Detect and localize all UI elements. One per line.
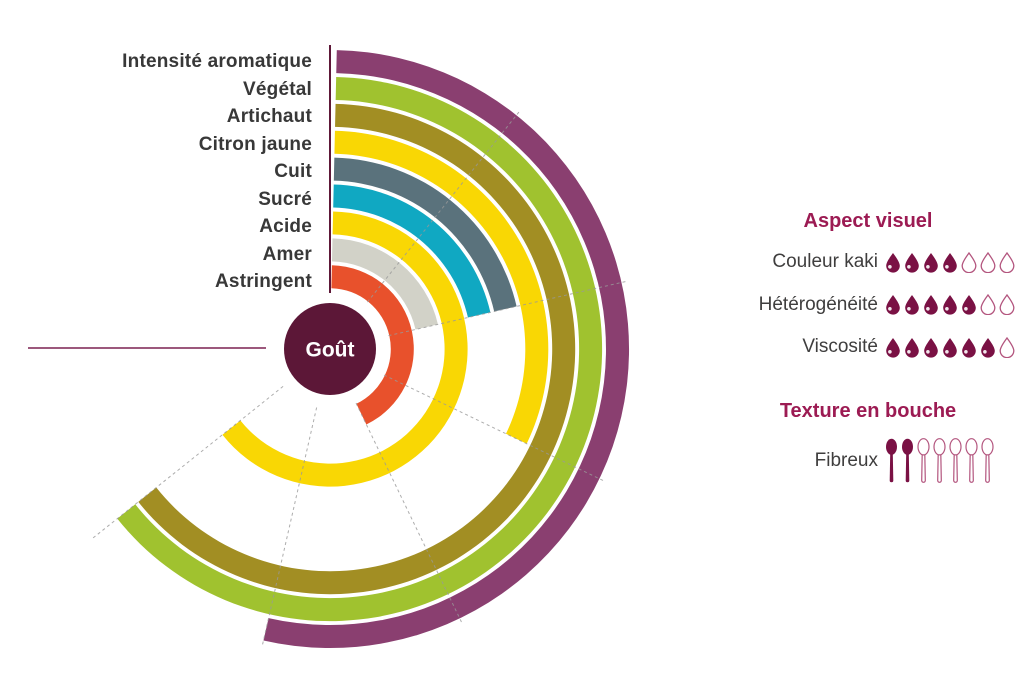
rating-icons [885,294,1015,315]
spoon-icon-empty [965,438,978,484]
droplet-icon-empty [999,294,1015,315]
ring-label-1: Végétal [243,78,312,100]
droplet-icon-filled [942,252,958,273]
droplet-icon-filled [942,337,958,358]
ring-label-4: Cuit [274,161,312,182]
arc-citron-jaune [334,130,549,444]
spoon-icon-empty [981,438,994,484]
gridline-4 [355,402,464,625]
gridline-1 [367,109,522,303]
droplet-icon-empty [961,251,977,273]
rating-row-viscosit-: Viscosité [690,336,1015,358]
ring-label-7: Amer [262,243,312,265]
droplet-icon-filled [904,337,920,358]
droplet-icon-filled [904,294,920,315]
rating-icons [885,438,994,484]
rating-label: Fibreux [814,450,878,471]
rating-row-couleur-kaki: Couleur kaki [690,251,1015,273]
droplet-icon-empty [980,251,996,273]
gridline-2 [388,280,629,337]
ring-label-2: Artichaut [226,106,312,127]
gridline-5 [261,407,318,648]
ring-label-8: Astringent [215,271,312,292]
arc-amer [331,238,438,330]
gout-center-label: Goût [306,339,355,362]
droplet-icon-filled [961,337,977,358]
droplet-icon-filled [942,294,958,315]
section-title-aspect-visuel: Aspect visuel [803,210,933,232]
droplet-icon-empty [999,336,1015,358]
droplet-icon-filled [904,252,920,273]
spoon-icon-empty [949,438,962,484]
droplet-icon-filled [961,294,977,315]
droplet-icon-filled [923,337,939,358]
ring-label-5: Sucré [258,188,312,210]
droplet-icon-filled [980,337,996,358]
arc-cuit [333,157,517,312]
gridline-6 [90,386,284,541]
rating-row-h-t-rog-n-it-: Hétérogénéité [690,294,1015,316]
arc-sucr- [333,184,491,318]
rating-label: Hétérogénéité [758,293,878,315]
droplet-icon-filled [923,294,939,315]
spoon-icon-empty [933,438,946,484]
droplet-icon-empty [999,251,1015,273]
ring-label-6: Acide [259,216,312,237]
droplet-icon-filled [885,294,901,315]
droplet-icon-filled [923,252,939,273]
gridlines-layer [90,109,629,648]
spoon-icon-filled [885,438,898,484]
arcs-layer [117,50,630,649]
droplet-icon-empty [980,294,996,315]
gout-center-circle [284,303,376,395]
ring-label-0: Intensité aromatique [122,51,312,72]
rating-icons [885,251,1015,273]
spoon-icon-filled [901,438,914,484]
droplet-icon-filled [885,337,901,358]
rating-label: Viscosité [802,336,878,357]
spoon-icon-empty [917,438,930,484]
gridline-3 [383,374,606,483]
arc-astringent [331,265,414,425]
rating-icons [885,336,1015,358]
ring-label-3: Citron jaune [198,133,312,155]
droplet-icon-filled [885,252,901,273]
rating-row-fibreux: Fibreux [690,438,994,484]
rating-label: Couleur kaki [772,251,878,272]
section-title-texture-en-bouche: Texture en bouche [779,400,957,422]
